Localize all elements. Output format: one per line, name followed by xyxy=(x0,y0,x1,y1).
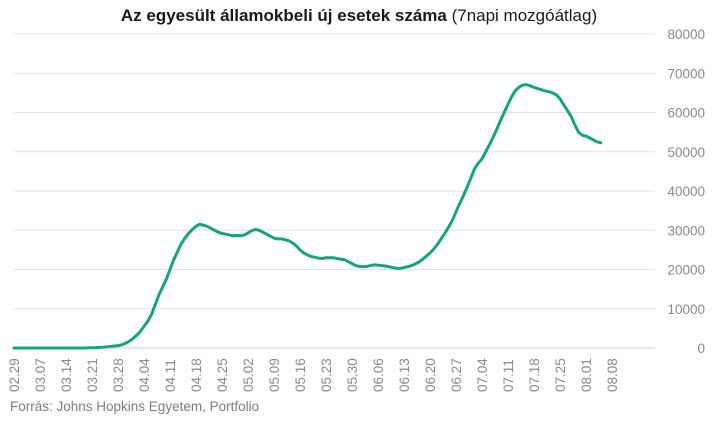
y-tick-label: 70000 xyxy=(667,66,705,81)
x-tick-label: 02.29 xyxy=(7,358,22,392)
x-tick-label: 08.08 xyxy=(605,358,620,392)
y-tick-label: 20000 xyxy=(667,263,705,278)
y-axis-ticks: 0 10000 20000 30000 40000 50000 60000 70000 8000… xyxy=(667,27,705,356)
x-tick-label: 07.18 xyxy=(527,358,542,392)
y-tick-label: 80000 xyxy=(667,27,705,42)
chart-title-suffix: (7napi mozgóátlag) xyxy=(446,6,598,25)
y-tick-label: 50000 xyxy=(667,145,705,160)
x-tick-label: 05.02 xyxy=(241,358,256,392)
x-tick-label: 03.14 xyxy=(59,358,74,392)
x-tick-label: 05.30 xyxy=(345,358,360,392)
x-tick-label: 08.01 xyxy=(579,358,594,392)
x-tick-label: 03.07 xyxy=(33,358,48,392)
x-tick-label: 06.27 xyxy=(449,358,464,392)
x-tick-label: 06.20 xyxy=(423,358,438,392)
x-tick-label: 04.11 xyxy=(163,359,178,392)
x-tick-label: 06.06 xyxy=(371,358,386,392)
series-line xyxy=(12,83,603,350)
x-tick-label: 03.28 xyxy=(111,358,126,392)
x-tick-label: 06.13 xyxy=(397,358,412,392)
x-tick-label: 07.04 xyxy=(475,358,490,392)
source-note: Forrás: Johns Hopkins Egyetem, Portfolio xyxy=(10,399,260,414)
x-tick-label: 04.04 xyxy=(137,358,152,392)
x-tick-label: 05.23 xyxy=(319,358,334,392)
x-tick-label: 07.11 xyxy=(501,359,516,392)
chart-title-main: Az egyesült államokbeli új esetek száma xyxy=(120,6,447,25)
y-tick-label: 0 xyxy=(697,341,705,356)
gridlines xyxy=(14,33,655,349)
y-tick-label: 60000 xyxy=(667,106,705,121)
y-tick-label: 10000 xyxy=(667,302,705,317)
x-tick-label: 04.25 xyxy=(215,358,230,392)
y-tick-label: 30000 xyxy=(667,223,705,238)
y-tick-label: 40000 xyxy=(667,184,705,199)
x-tick-label: 04.18 xyxy=(189,358,204,392)
x-tick-label: 05.16 xyxy=(293,358,308,392)
x-tick-label: 07.25 xyxy=(553,358,568,392)
x-axis-ticks: 02.29 03.07 03.14 03.21 03.28 04.04 04.11 04.18… xyxy=(7,358,620,392)
chart-title: Az egyesült államokbeli új esetek száma … xyxy=(0,6,718,26)
x-tick-label: 03.21 xyxy=(85,358,100,392)
x-tick-label: 05.09 xyxy=(267,358,282,392)
